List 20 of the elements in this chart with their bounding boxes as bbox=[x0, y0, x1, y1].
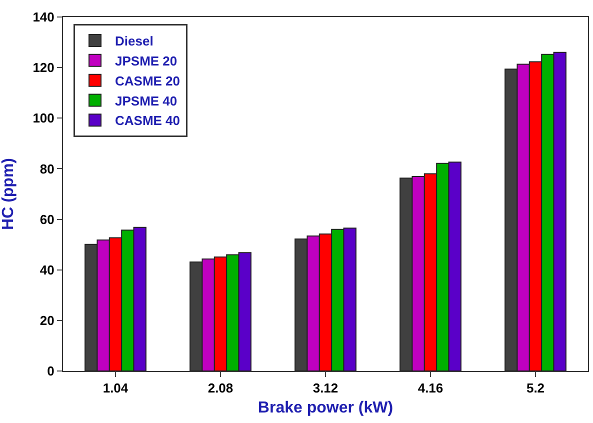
x-axis-title: Brake power (kW) bbox=[258, 399, 394, 416]
y-tick-label: 0 bbox=[47, 364, 54, 379]
legend-label: JPSME 40 bbox=[115, 93, 178, 108]
x-tick-label: 5.2 bbox=[526, 380, 545, 396]
y-tick-label: 100 bbox=[32, 110, 54, 126]
y-tick-label: 140 bbox=[32, 10, 54, 25]
x-tick-label: 4.16 bbox=[418, 380, 444, 396]
y-axis-title: HC (ppm) bbox=[0, 158, 17, 230]
x-tick-label: 2.08 bbox=[208, 380, 234, 396]
x-tick-label: 3.12 bbox=[312, 380, 338, 396]
legend-label: CASME 20 bbox=[115, 73, 180, 88]
legend-label: JPSME 20 bbox=[115, 54, 178, 68]
legend-label: CASME 40 bbox=[115, 113, 180, 128]
legend-label: Diesel bbox=[115, 34, 154, 49]
y-tick-label: 20 bbox=[40, 312, 54, 328]
y-tick-label: 40 bbox=[40, 262, 54, 278]
y-tick-label: 120 bbox=[32, 60, 54, 76]
y-tick-label: 60 bbox=[40, 212, 54, 227]
x-tick-label: 1.04 bbox=[102, 380, 129, 396]
y-tick-label: 80 bbox=[40, 161, 54, 176]
